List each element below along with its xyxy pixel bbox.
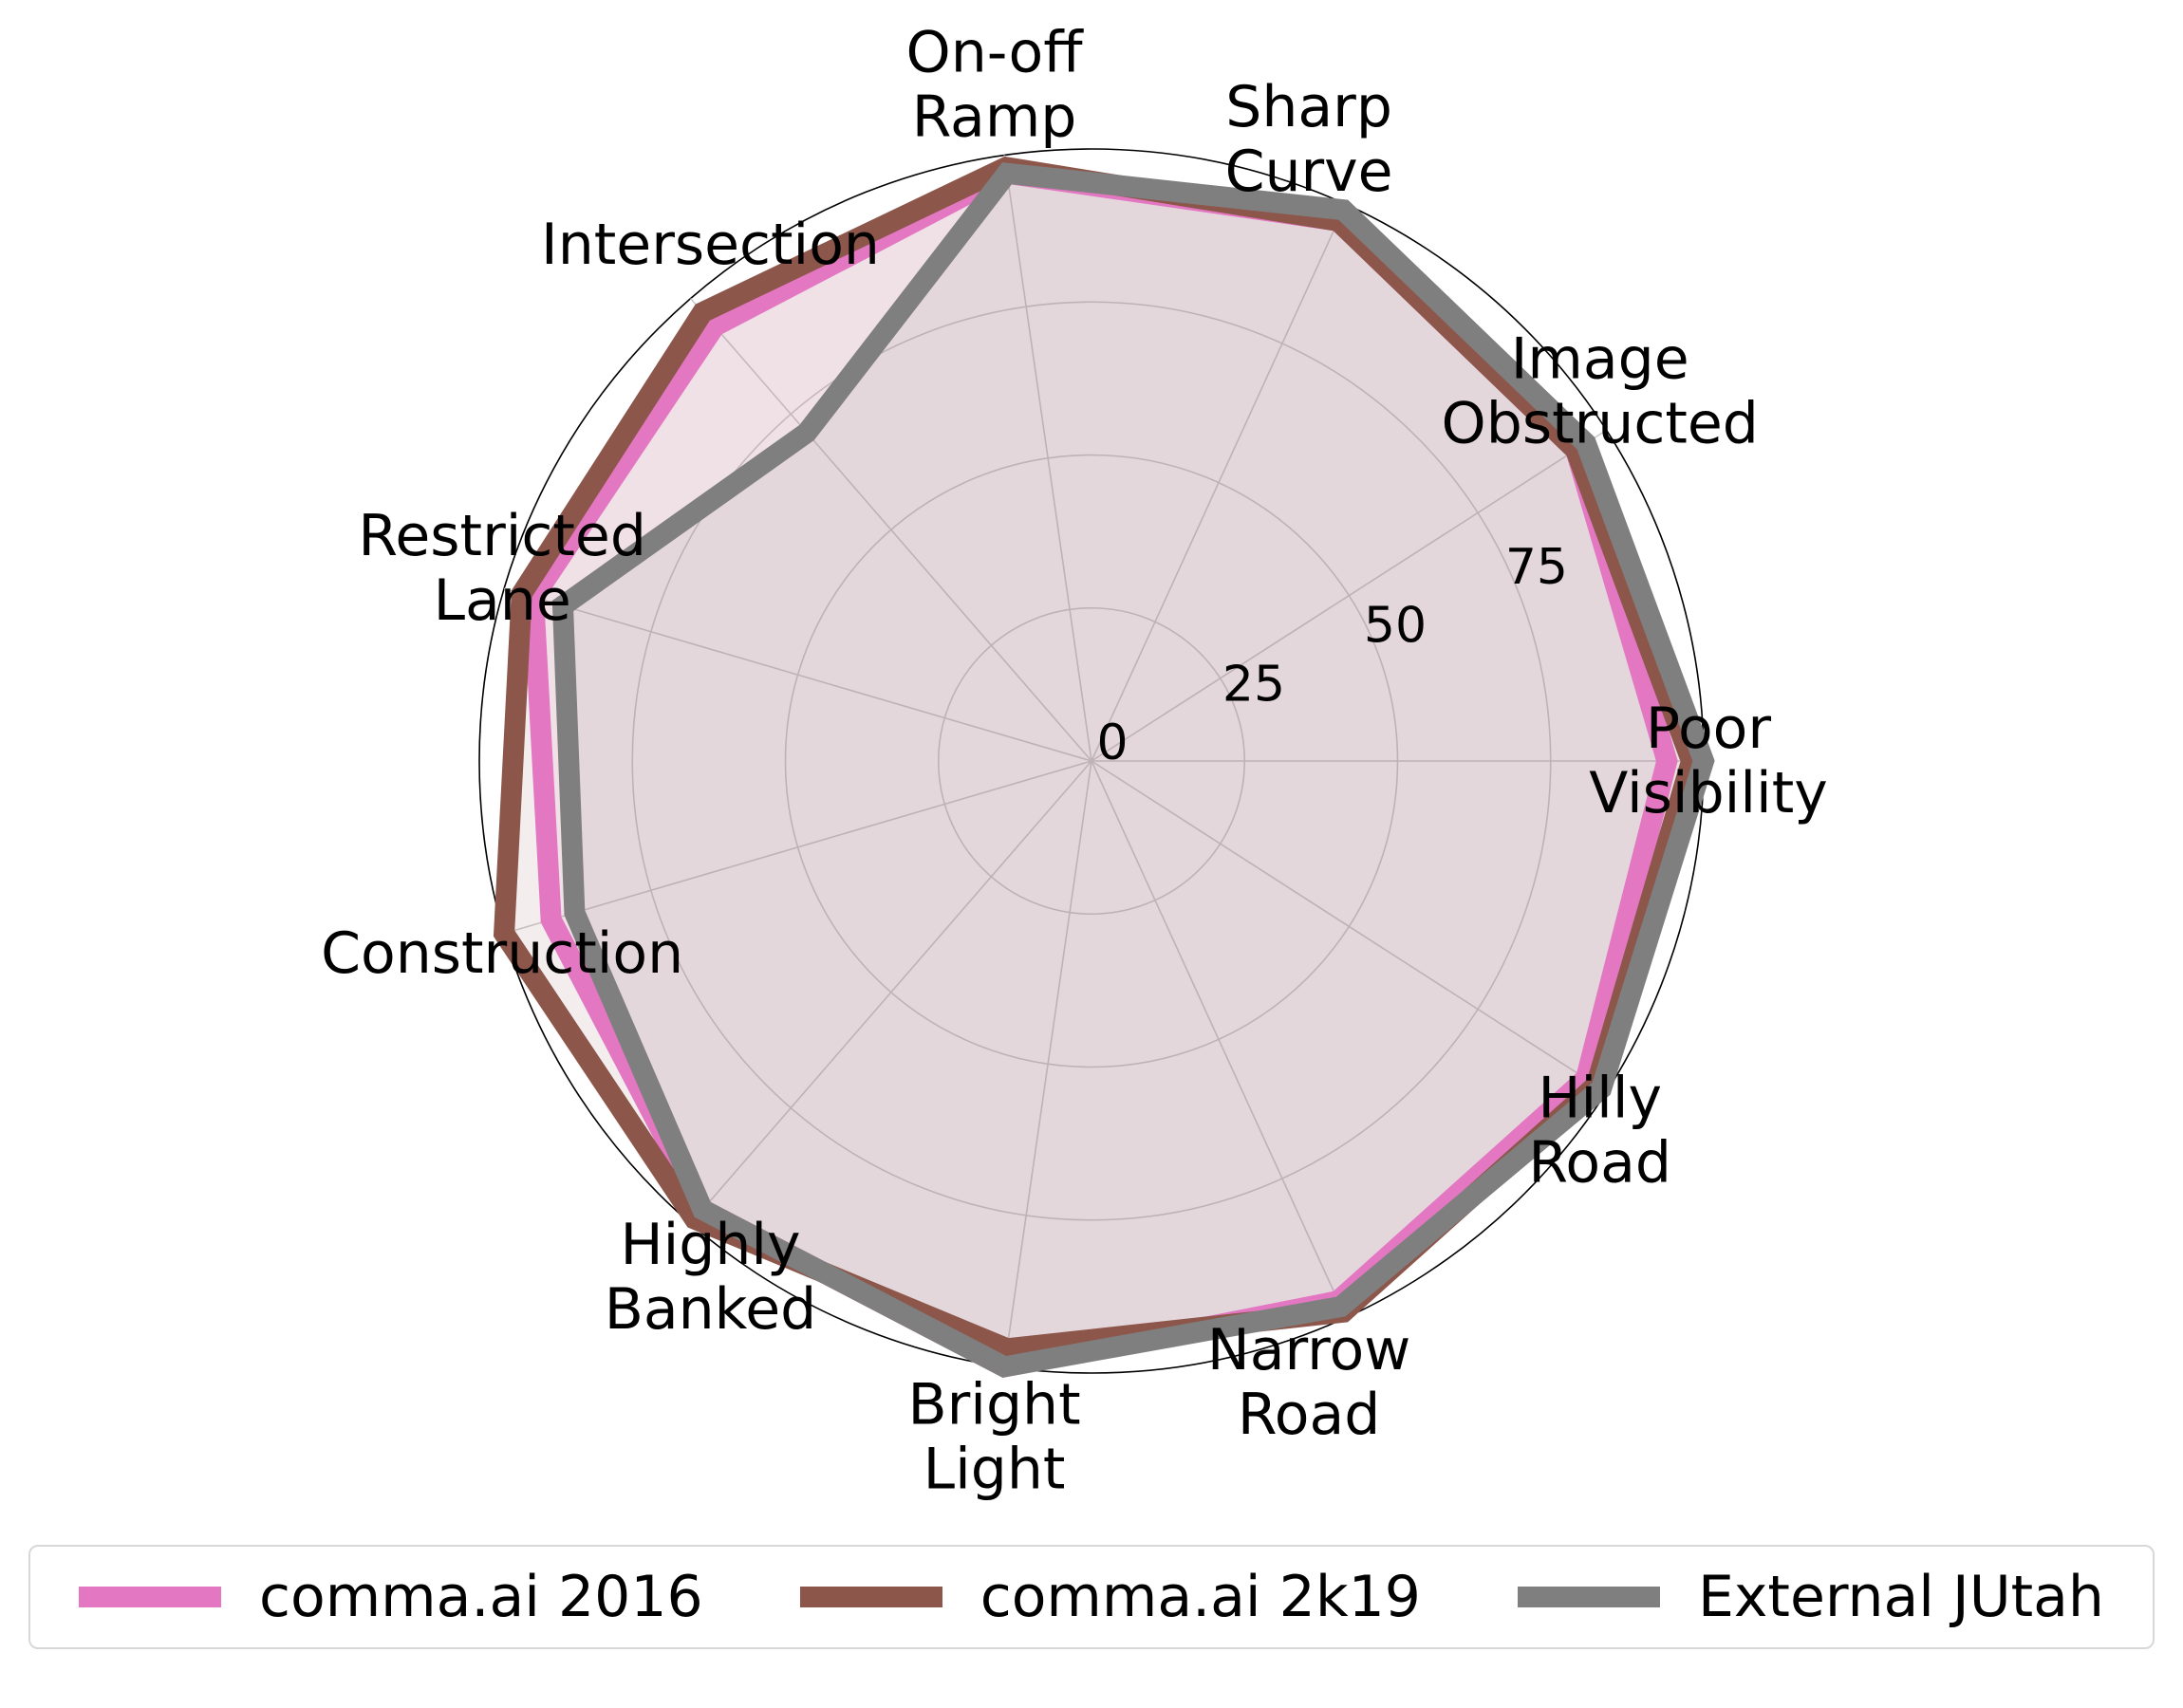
category-label-line: Sharp [1225, 74, 1392, 140]
category-label-line: Hilly [1538, 1065, 1662, 1131]
category-label-line: Poor [1646, 696, 1771, 762]
legend: comma.ai 2016 comma.ai 2k19 External JUtah [28, 1545, 2155, 1649]
grid-spoke [1091, 760, 1608, 1093]
series-fill-2 [563, 173, 1704, 1367]
category-label-line: Narrow [1207, 1317, 1410, 1383]
category-label-line: Obstructed [1442, 391, 1759, 457]
category-label: Restricted Lane [358, 503, 646, 634]
grid-spoke [1091, 203, 1347, 762]
category-label: Image Obstructed [1442, 326, 1759, 457]
grid-spoke [503, 760, 1092, 935]
series-fills [504, 167, 1704, 1367]
grid-spoke [1091, 760, 1347, 1319]
category-label-line: Bright [907, 1372, 1080, 1439]
category-label: On-off Ramp [905, 19, 1084, 150]
radial-tick-label: 75 [1505, 539, 1568, 596]
grid-spoke [1003, 155, 1092, 762]
grid-spoke [503, 587, 1092, 762]
legend-label: External JUtah [1698, 1564, 2104, 1630]
category-label-line: Construction [321, 920, 683, 987]
category-label: Bright Light [907, 1372, 1080, 1503]
grid-spoke [1003, 760, 1092, 1367]
radial-tick-label: 50 [1364, 598, 1427, 655]
series-lines [493, 156, 1715, 1378]
radial-tick-label: 0 [1096, 715, 1128, 771]
legend-swatch [799, 1587, 942, 1607]
category-label-line: Lane [434, 567, 571, 634]
category-label-line: On-off [905, 19, 1084, 85]
category-label: Construction [321, 920, 683, 987]
legend-swatch [1518, 1587, 1661, 1607]
category-label: Narrow Road [1207, 1317, 1410, 1448]
category-label-line: Image [1511, 326, 1689, 393]
legend-label: comma.ai 2k19 [980, 1564, 1421, 1630]
legend-item: comma.ai 2016 [79, 1564, 703, 1630]
radar-chart: Poor Visibility Image Obstructed Sharp Curve O… [321, 19, 1828, 1502]
category-label: Sharp Curve [1225, 74, 1393, 205]
category-labels: Poor Visibility Image Obstructed Sharp Curve O… [321, 19, 1828, 1502]
grid-spoke [690, 298, 1092, 762]
category-label: Hilly Road [1528, 1065, 1671, 1196]
legend-item: comma.ai 2k19 [799, 1564, 1421, 1630]
category-label-line: Intersection [541, 212, 880, 278]
category-label-line: Restricted [358, 503, 646, 569]
grid-spoke [1091, 429, 1608, 762]
category-label: Intersection [541, 212, 880, 278]
series-fill-0 [533, 173, 1668, 1367]
radial-tick-labels: 0 25 50 75 [1096, 539, 1568, 771]
category-label: Poor Visibility [1589, 696, 1827, 826]
category-label-line: Curve [1225, 139, 1393, 205]
legend-swatch [79, 1587, 222, 1607]
category-label-line: Road [1238, 1382, 1381, 1448]
category-label-line: Road [1528, 1129, 1671, 1196]
radial-tick-label: 25 [1222, 656, 1285, 713]
legend-item: External JUtah [1518, 1564, 2104, 1630]
category-label-line: Visibility [1589, 760, 1827, 826]
series-line-2 [551, 162, 1715, 1378]
category-label-line: Ramp [912, 84, 1077, 150]
grid-spoke [690, 760, 1092, 1224]
category-label: Highly Banked [605, 1212, 817, 1343]
legend-label: comma.ai 2016 [259, 1564, 703, 1630]
series-fill-1 [504, 167, 1692, 1349]
category-label-line: Light [924, 1437, 1066, 1503]
category-label-line: Highly [620, 1212, 800, 1278]
category-label-line: Banked [605, 1276, 817, 1343]
